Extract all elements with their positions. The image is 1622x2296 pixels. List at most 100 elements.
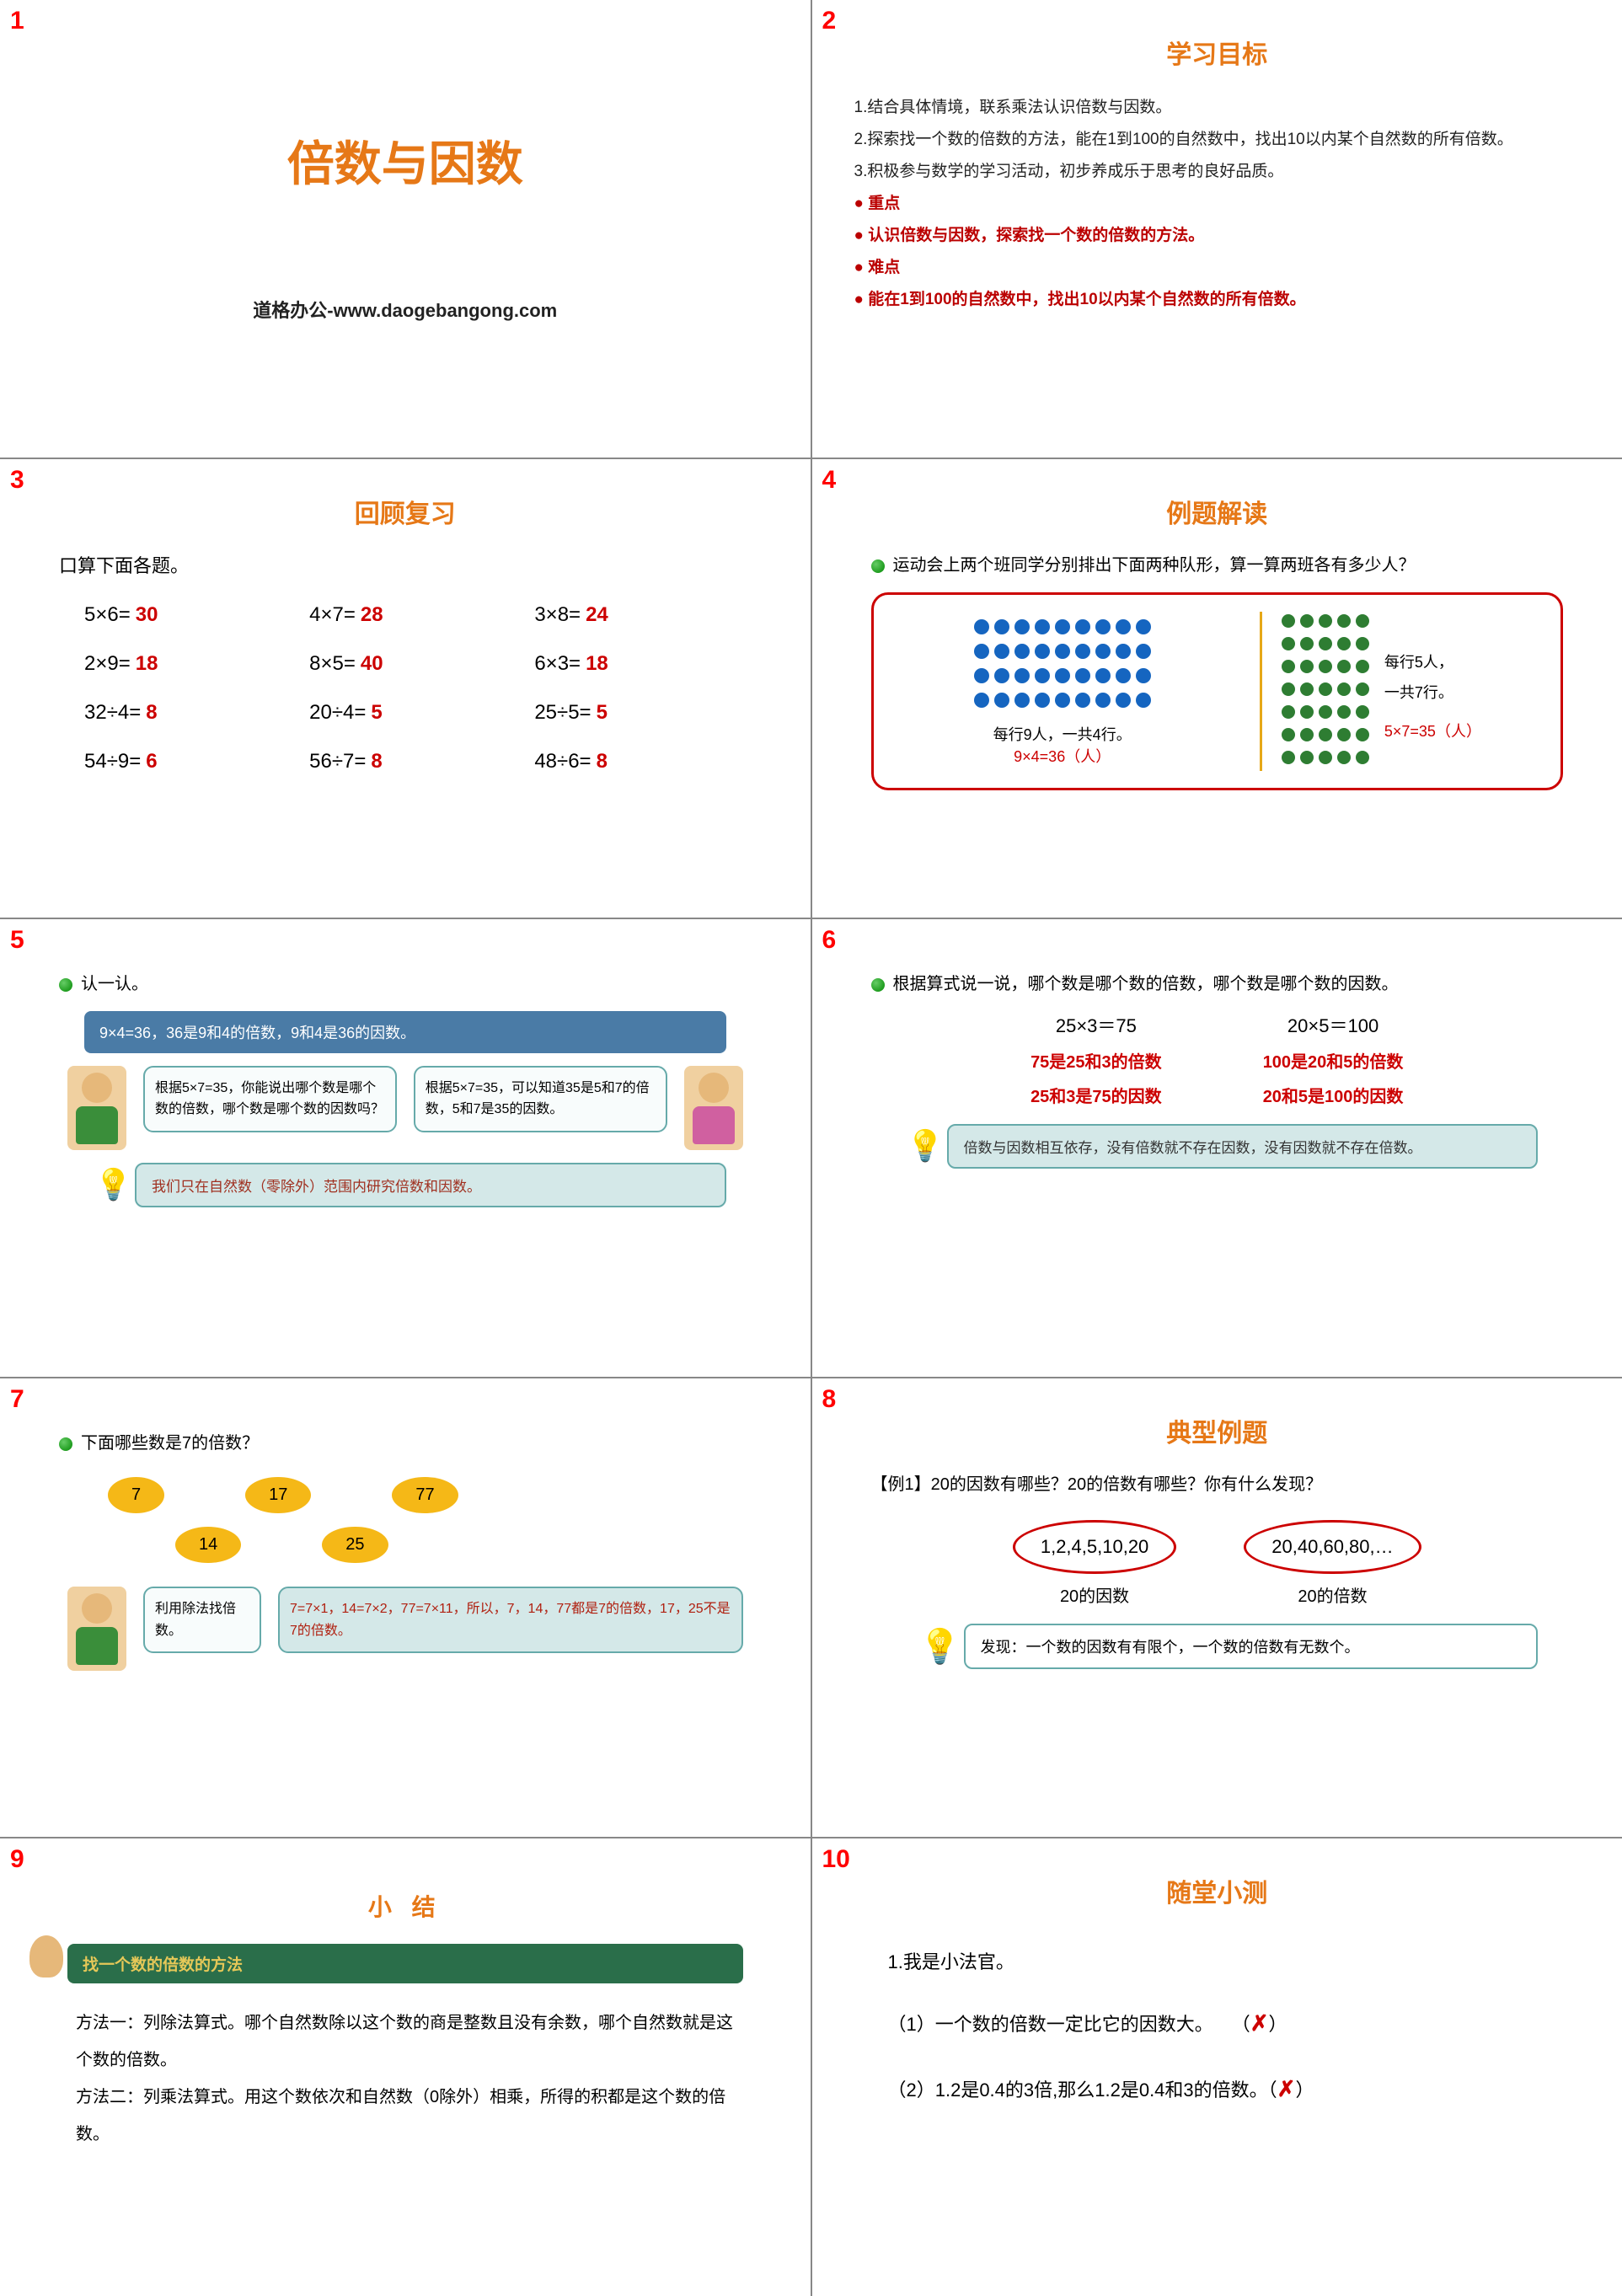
speech-answer: 7=7×1，14=7×2，77=7×11，所以，7，14，77都是7的倍数，17… — [278, 1587, 743, 1653]
bullet-icon — [59, 1437, 72, 1451]
quiz-2: （2）1.2是0.4的3倍,那么1.2是0.4和3的倍数。（✗） — [888, 2056, 1547, 2122]
main-title-block: 倍数与因数 — [34, 126, 777, 195]
goal-2: 2.探索找一个数的倍数的方法，能在1到100的自然数中，找出10以内某个自然数的… — [854, 124, 1581, 156]
review-cell: 20÷4=5 — [309, 701, 501, 725]
subtitle: 道格办公-www.daogebangong.com — [34, 296, 777, 323]
multiples-circle: 20,40,60,80,… — [1244, 1520, 1421, 1574]
section-title: 回顾复习 — [34, 493, 777, 530]
speech-row: 根据5×7=35，你能说出哪个数是哪个数的倍数，哪个数是哪个数的因数吗？ 根据5… — [67, 1066, 743, 1150]
review-cell: 48÷6=8 — [534, 750, 725, 773]
answer-row: 1,2,4,5,10,20 20的因数 20,40,60,80,… 20的倍数 — [846, 1520, 1589, 1607]
summary-text: 方法一：列除法算式。哪个自然数除以这个数的商是整数且没有余数，哪个自然数就是这个… — [76, 2004, 735, 2153]
right-label-2: 一共7行。 — [1384, 681, 1481, 703]
equation-row: 25×3＝75 75是25和3的倍数 25和3是75的因数 20×5＝100 1… — [846, 1011, 1589, 1107]
boy-avatar-icon — [67, 1587, 126, 1671]
slide-number: 1 — [10, 7, 24, 35]
bullet-icon — [59, 978, 72, 992]
formation-left: 每行9人，一共4行。 9×4=36（人） — [891, 617, 1234, 767]
slide-10: 10 随堂小测 1.我是小法官。 （1）一个数的倍数一定比它的因数大。 （✗） … — [812, 1838, 1622, 2296]
slide-number: 6 — [822, 926, 837, 955]
number-oval: 14 — [175, 1527, 241, 1563]
goal-3: 3.积极参与数学的学习活动，初步养成乐于思考的良好品质。 — [854, 156, 1581, 188]
slide-7: 7 下面哪些数是7的倍数？ 7 17 77 14 25 利用除法找倍数。 7=7×1，1… — [0, 1378, 811, 1836]
quiz-intro: 1.我是小法官。 — [888, 1935, 1547, 1990]
slide-number: 5 — [10, 926, 24, 955]
prompt: 下面哪些数是7的倍数？ — [59, 1429, 777, 1453]
quiz-block: 1.我是小法官。 （1）一个数的倍数一定比它的因数大。 （✗） （2）1.2是0… — [888, 1935, 1547, 2122]
review-cell: 6×3=18 — [534, 652, 725, 676]
note-box: 我们只在自然数（零除外）范围内研究倍数和因数。 — [135, 1163, 726, 1207]
slide-number: 8 — [822, 1385, 837, 1414]
slide-9: 9 小 结 找一个数的倍数的方法 方法一：列除法算式。哪个自然数除以这个数的商是… — [0, 1838, 811, 2296]
number-oval: 77 — [392, 1477, 458, 1513]
result-2b: 20和5是100的因数 — [1263, 1083, 1404, 1107]
number-oval: 17 — [245, 1477, 311, 1513]
slide-1: 1 倍数与因数 道格办公-www.daogebangong.com — [0, 0, 811, 458]
finding-box: 发现：一个数的因数有有限个，一个数的倍数有无数个。 — [964, 1624, 1539, 1669]
blue-definition-box: 9×4=36，36是9和4的倍数，9和4是36的因数。 — [84, 1011, 726, 1053]
factors-col: 1,2,4,5,10,20 20的因数 — [1013, 1520, 1176, 1607]
eq-1: 25×3＝75 — [1030, 1011, 1162, 1038]
example-question: 【例1】20的因数有哪些？20的倍数有哪些？你有什么发现？ — [871, 1470, 1564, 1495]
section-title: 学习目标 — [846, 34, 1589, 71]
slide-number: 7 — [10, 1385, 24, 1414]
slide-8: 8 典型例题 【例1】20的因数有哪些？20的倍数有哪些？你有什么发现？ 1,2… — [812, 1378, 1622, 1836]
multiples-label: 20的倍数 — [1244, 1582, 1421, 1607]
result-1b: 25和3是75的因数 — [1030, 1083, 1162, 1107]
review-cell: 56÷7=8 — [309, 750, 501, 773]
review-cell: 32÷4=8 — [84, 701, 276, 725]
review-cell: 4×7=28 — [309, 603, 501, 627]
review-grid: 5×6=304×7=283×8=242×9=188×5=406×3=1832÷4… — [34, 603, 777, 773]
speech-1: 根据5×7=35，你能说出哪个数是哪个数的倍数，哪个数是哪个数的因数吗？ — [143, 1066, 397, 1132]
result-1a: 75是25和3的倍数 — [1030, 1048, 1162, 1073]
right-calc: 5×7=35（人） — [1384, 720, 1481, 741]
eq-2: 20×5＝100 — [1263, 1011, 1404, 1038]
example-prompt: 运动会上两个班同学分别排出下面两种队形，算一算两班各有多少人？ — [871, 551, 1589, 575]
slide-3: 3 回顾复习 口算下面各题。 5×6=304×7=283×8=242×9=188… — [0, 459, 811, 917]
factors-label: 20的因数 — [1013, 1582, 1176, 1607]
review-cell: 8×5=40 — [309, 652, 501, 676]
girl-avatar-icon — [684, 1066, 743, 1150]
review-cell: 25÷5=5 — [534, 701, 725, 725]
review-cell: 3×8=24 — [534, 603, 725, 627]
note-box: 倍数与因数相互依存，没有倍数就不存在因数，没有因数就不存在倍数。 — [947, 1124, 1539, 1169]
slide-2: 2 学习目标 1.结合具体情境，联系乘法认识倍数与因数。 2.探索找一个数的倍数… — [812, 0, 1622, 458]
x-mark-icon: ✗ — [1250, 2010, 1269, 2036]
slide-6: 6 根据算式说一说，哪个数是哪个数的倍数，哪个数是哪个数的因数。 25×3＝75… — [812, 919, 1622, 1377]
goals-list: 1.结合具体情境，联系乘法认识倍数与因数。 2.探索找一个数的倍数的方法，能在1… — [846, 92, 1589, 316]
speech-row: 利用除法找倍数。 7=7×1，14=7×2，77=7×11，所以，7，14，77… — [67, 1587, 743, 1671]
section-title: 例题解读 — [846, 493, 1589, 530]
speech-label: 利用除法找倍数。 — [143, 1587, 261, 1653]
left-label: 每行9人，一共4行。 — [891, 723, 1234, 745]
blue-dots — [891, 617, 1234, 714]
prompt: 认一认。 — [59, 970, 777, 994]
section-title: 随堂小测 — [846, 1872, 1589, 1909]
eq-col-2: 20×5＝100 100是20和5的倍数 20和5是100的因数 — [1263, 1011, 1404, 1107]
slide-number: 10 — [822, 1845, 850, 1874]
review-cell: 2×9=18 — [84, 652, 276, 676]
eq-col-1: 25×3＝75 75是25和3的倍数 25和3是75的因数 — [1030, 1011, 1162, 1107]
review-prompt: 口算下面各题。 — [59, 551, 777, 578]
number-oval: 7 — [108, 1477, 164, 1513]
green-dots — [1279, 612, 1372, 771]
slide-number: 4 — [822, 466, 837, 495]
x-mark-icon: ✗ — [1277, 2076, 1296, 2101]
slide-4: 4 例题解读 运动会上两个班同学分别排出下面两种队形，算一算两班各有多少人？ 每… — [812, 459, 1622, 917]
quiz-1: （1）一个数的倍数一定比它的因数大。 （✗） — [888, 1990, 1547, 2056]
factors-circle: 1,2,4,5,10,20 — [1013, 1520, 1176, 1574]
boy-avatar-icon — [67, 1066, 126, 1150]
left-calc: 9×4=36（人） — [891, 745, 1234, 767]
key-point: ● 认识倍数与因数，探索找一个数的倍数的方法。 — [854, 220, 1581, 252]
number-oval: 25 — [322, 1527, 388, 1563]
slide-5: 5 认一认。 9×4=36，36是9和4的倍数，9和4是36的因数。 根据5×7… — [0, 919, 811, 1377]
summary-bar: 找一个数的倍数的方法 — [67, 1944, 743, 1983]
prompt: 根据算式说一说，哪个数是哪个数的倍数，哪个数是哪个数的因数。 — [871, 970, 1589, 994]
method-1: 方法一：列除法算式。哪个自然数除以这个数的商是整数且没有余数，哪个自然数就是这个… — [76, 2004, 735, 2079]
difficulty-label: ● 难点 — [854, 252, 1581, 284]
right-label-1: 每行5人， — [1384, 650, 1481, 672]
review-cell: 54÷9=6 — [84, 750, 276, 773]
bullet-icon — [871, 978, 885, 992]
goal-1: 1.结合具体情境，联系乘法认识倍数与因数。 — [854, 92, 1581, 124]
key-label: ● 重点 — [854, 188, 1581, 220]
slide-number: 3 — [10, 466, 24, 495]
